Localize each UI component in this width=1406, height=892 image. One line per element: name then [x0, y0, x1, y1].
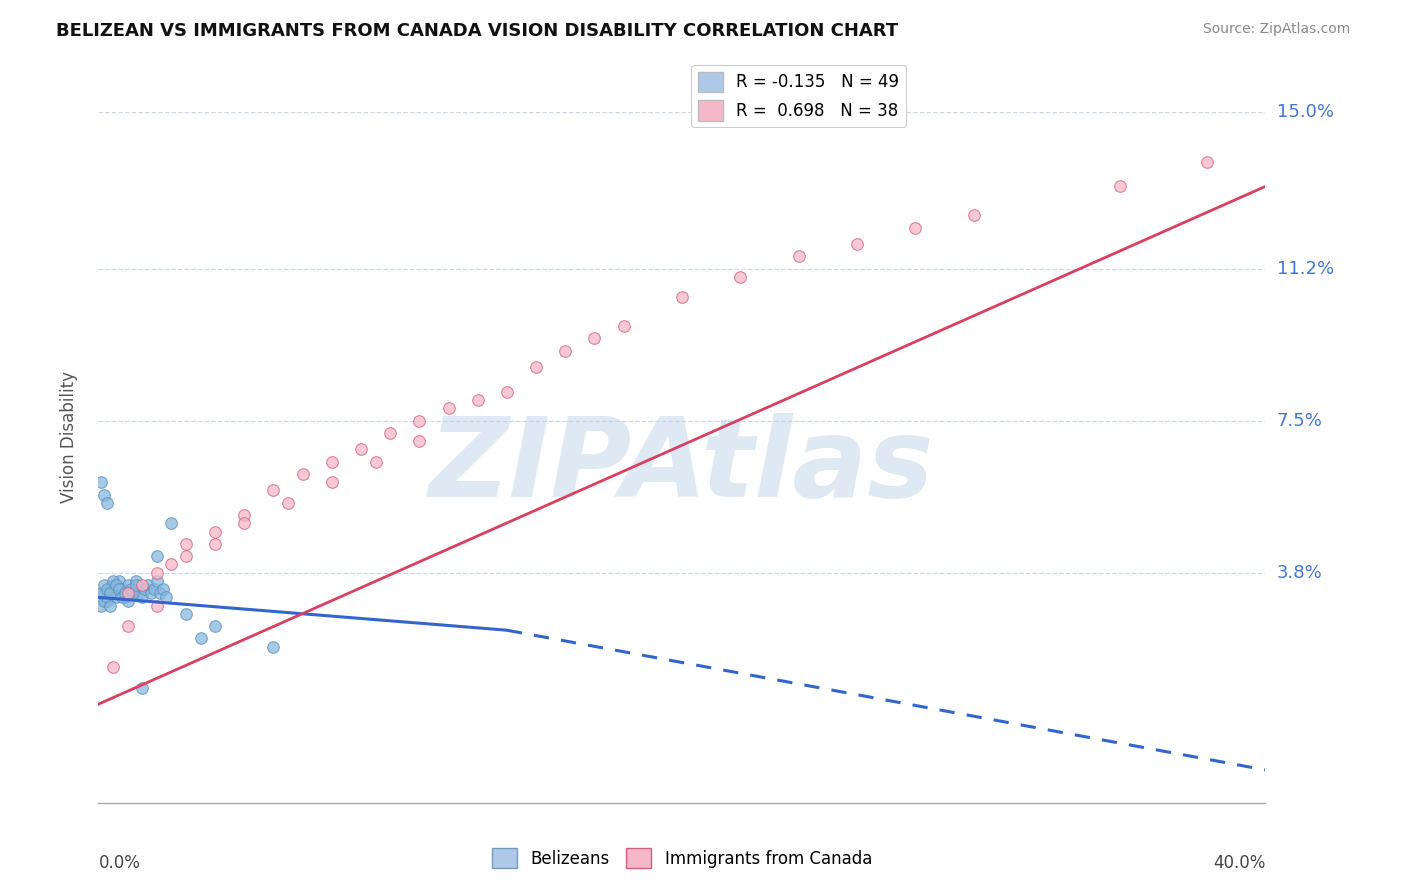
Point	[496, 384, 519, 399]
Point	[117, 586, 139, 600]
Point	[291, 467, 314, 481]
Point	[131, 578, 153, 592]
Point	[136, 578, 159, 592]
Point	[277, 496, 299, 510]
Point	[101, 578, 124, 592]
Point	[321, 455, 343, 469]
Point	[408, 414, 430, 428]
Point	[96, 582, 118, 596]
Point	[117, 578, 139, 592]
Point	[104, 591, 127, 605]
Text: 7.5%: 7.5%	[1277, 411, 1323, 430]
Point	[93, 578, 115, 592]
Point	[233, 516, 256, 531]
Point	[128, 586, 150, 600]
Point	[101, 660, 124, 674]
Point	[93, 586, 115, 600]
Point	[108, 574, 131, 588]
Point	[321, 475, 343, 490]
Text: Source: ZipAtlas.com: Source: ZipAtlas.com	[1202, 22, 1350, 37]
Y-axis label: Vision Disability: Vision Disability	[59, 371, 77, 503]
Point	[467, 393, 489, 408]
Point	[142, 582, 165, 596]
Point	[90, 586, 112, 600]
Point	[160, 516, 183, 531]
Point	[96, 591, 118, 605]
Point	[846, 236, 869, 251]
Point	[174, 537, 197, 551]
Point	[155, 591, 177, 605]
Point	[114, 591, 136, 605]
Point	[146, 599, 169, 613]
Point	[125, 574, 148, 588]
Point	[174, 607, 197, 621]
Point	[1195, 154, 1218, 169]
Point	[98, 599, 121, 613]
Point	[98, 586, 121, 600]
Point	[204, 524, 226, 539]
Point	[962, 208, 984, 222]
Point	[730, 269, 752, 284]
Point	[131, 591, 153, 605]
Point	[120, 586, 142, 600]
Point	[554, 343, 576, 358]
Point	[152, 582, 174, 596]
Point	[139, 586, 162, 600]
Point	[364, 455, 387, 469]
Point	[98, 582, 121, 596]
Point	[111, 591, 134, 605]
Text: BELIZEAN VS IMMIGRANTS FROM CANADA VISION DISABILITY CORRELATION CHART: BELIZEAN VS IMMIGRANTS FROM CANADA VISIO…	[56, 22, 898, 40]
Text: 0.0%: 0.0%	[98, 854, 141, 872]
Point	[146, 566, 169, 580]
Point	[101, 574, 124, 588]
Point	[160, 558, 183, 572]
Point	[93, 487, 115, 501]
Point	[90, 475, 112, 490]
Point	[131, 681, 153, 695]
Point	[583, 331, 606, 345]
Point	[120, 582, 142, 596]
Point	[233, 508, 256, 523]
Point	[104, 578, 127, 592]
Point	[787, 249, 810, 263]
Point	[524, 360, 547, 375]
Point	[408, 434, 430, 449]
Point	[671, 290, 693, 304]
Point	[96, 496, 118, 510]
Point	[149, 586, 172, 600]
Point	[350, 442, 373, 457]
Point	[93, 594, 115, 608]
Point	[96, 594, 118, 608]
Point	[437, 401, 460, 416]
Point	[146, 574, 169, 588]
Text: 40.0%: 40.0%	[1213, 854, 1265, 872]
Point	[204, 537, 226, 551]
Point	[190, 632, 212, 646]
Point	[108, 582, 131, 596]
Point	[125, 578, 148, 592]
Text: ZIPAtlas: ZIPAtlas	[429, 413, 935, 520]
Point	[117, 619, 139, 633]
Point	[122, 582, 145, 596]
Text: 11.2%: 11.2%	[1277, 260, 1334, 277]
Point	[122, 586, 145, 600]
Text: 15.0%: 15.0%	[1277, 103, 1333, 121]
Legend: Belizeans, Immigrants from Canada: Belizeans, Immigrants from Canada	[485, 841, 879, 875]
Point	[380, 425, 402, 440]
Point	[114, 586, 136, 600]
Point	[146, 549, 169, 564]
Point	[1108, 179, 1130, 194]
Point	[111, 582, 134, 596]
Point	[117, 594, 139, 608]
Point	[174, 549, 197, 564]
Point	[262, 640, 284, 654]
Point	[262, 483, 284, 498]
Point	[904, 220, 927, 235]
Point	[134, 582, 156, 596]
Point	[612, 319, 634, 334]
Point	[204, 619, 226, 633]
Point	[90, 599, 112, 613]
Text: 3.8%: 3.8%	[1277, 564, 1322, 582]
